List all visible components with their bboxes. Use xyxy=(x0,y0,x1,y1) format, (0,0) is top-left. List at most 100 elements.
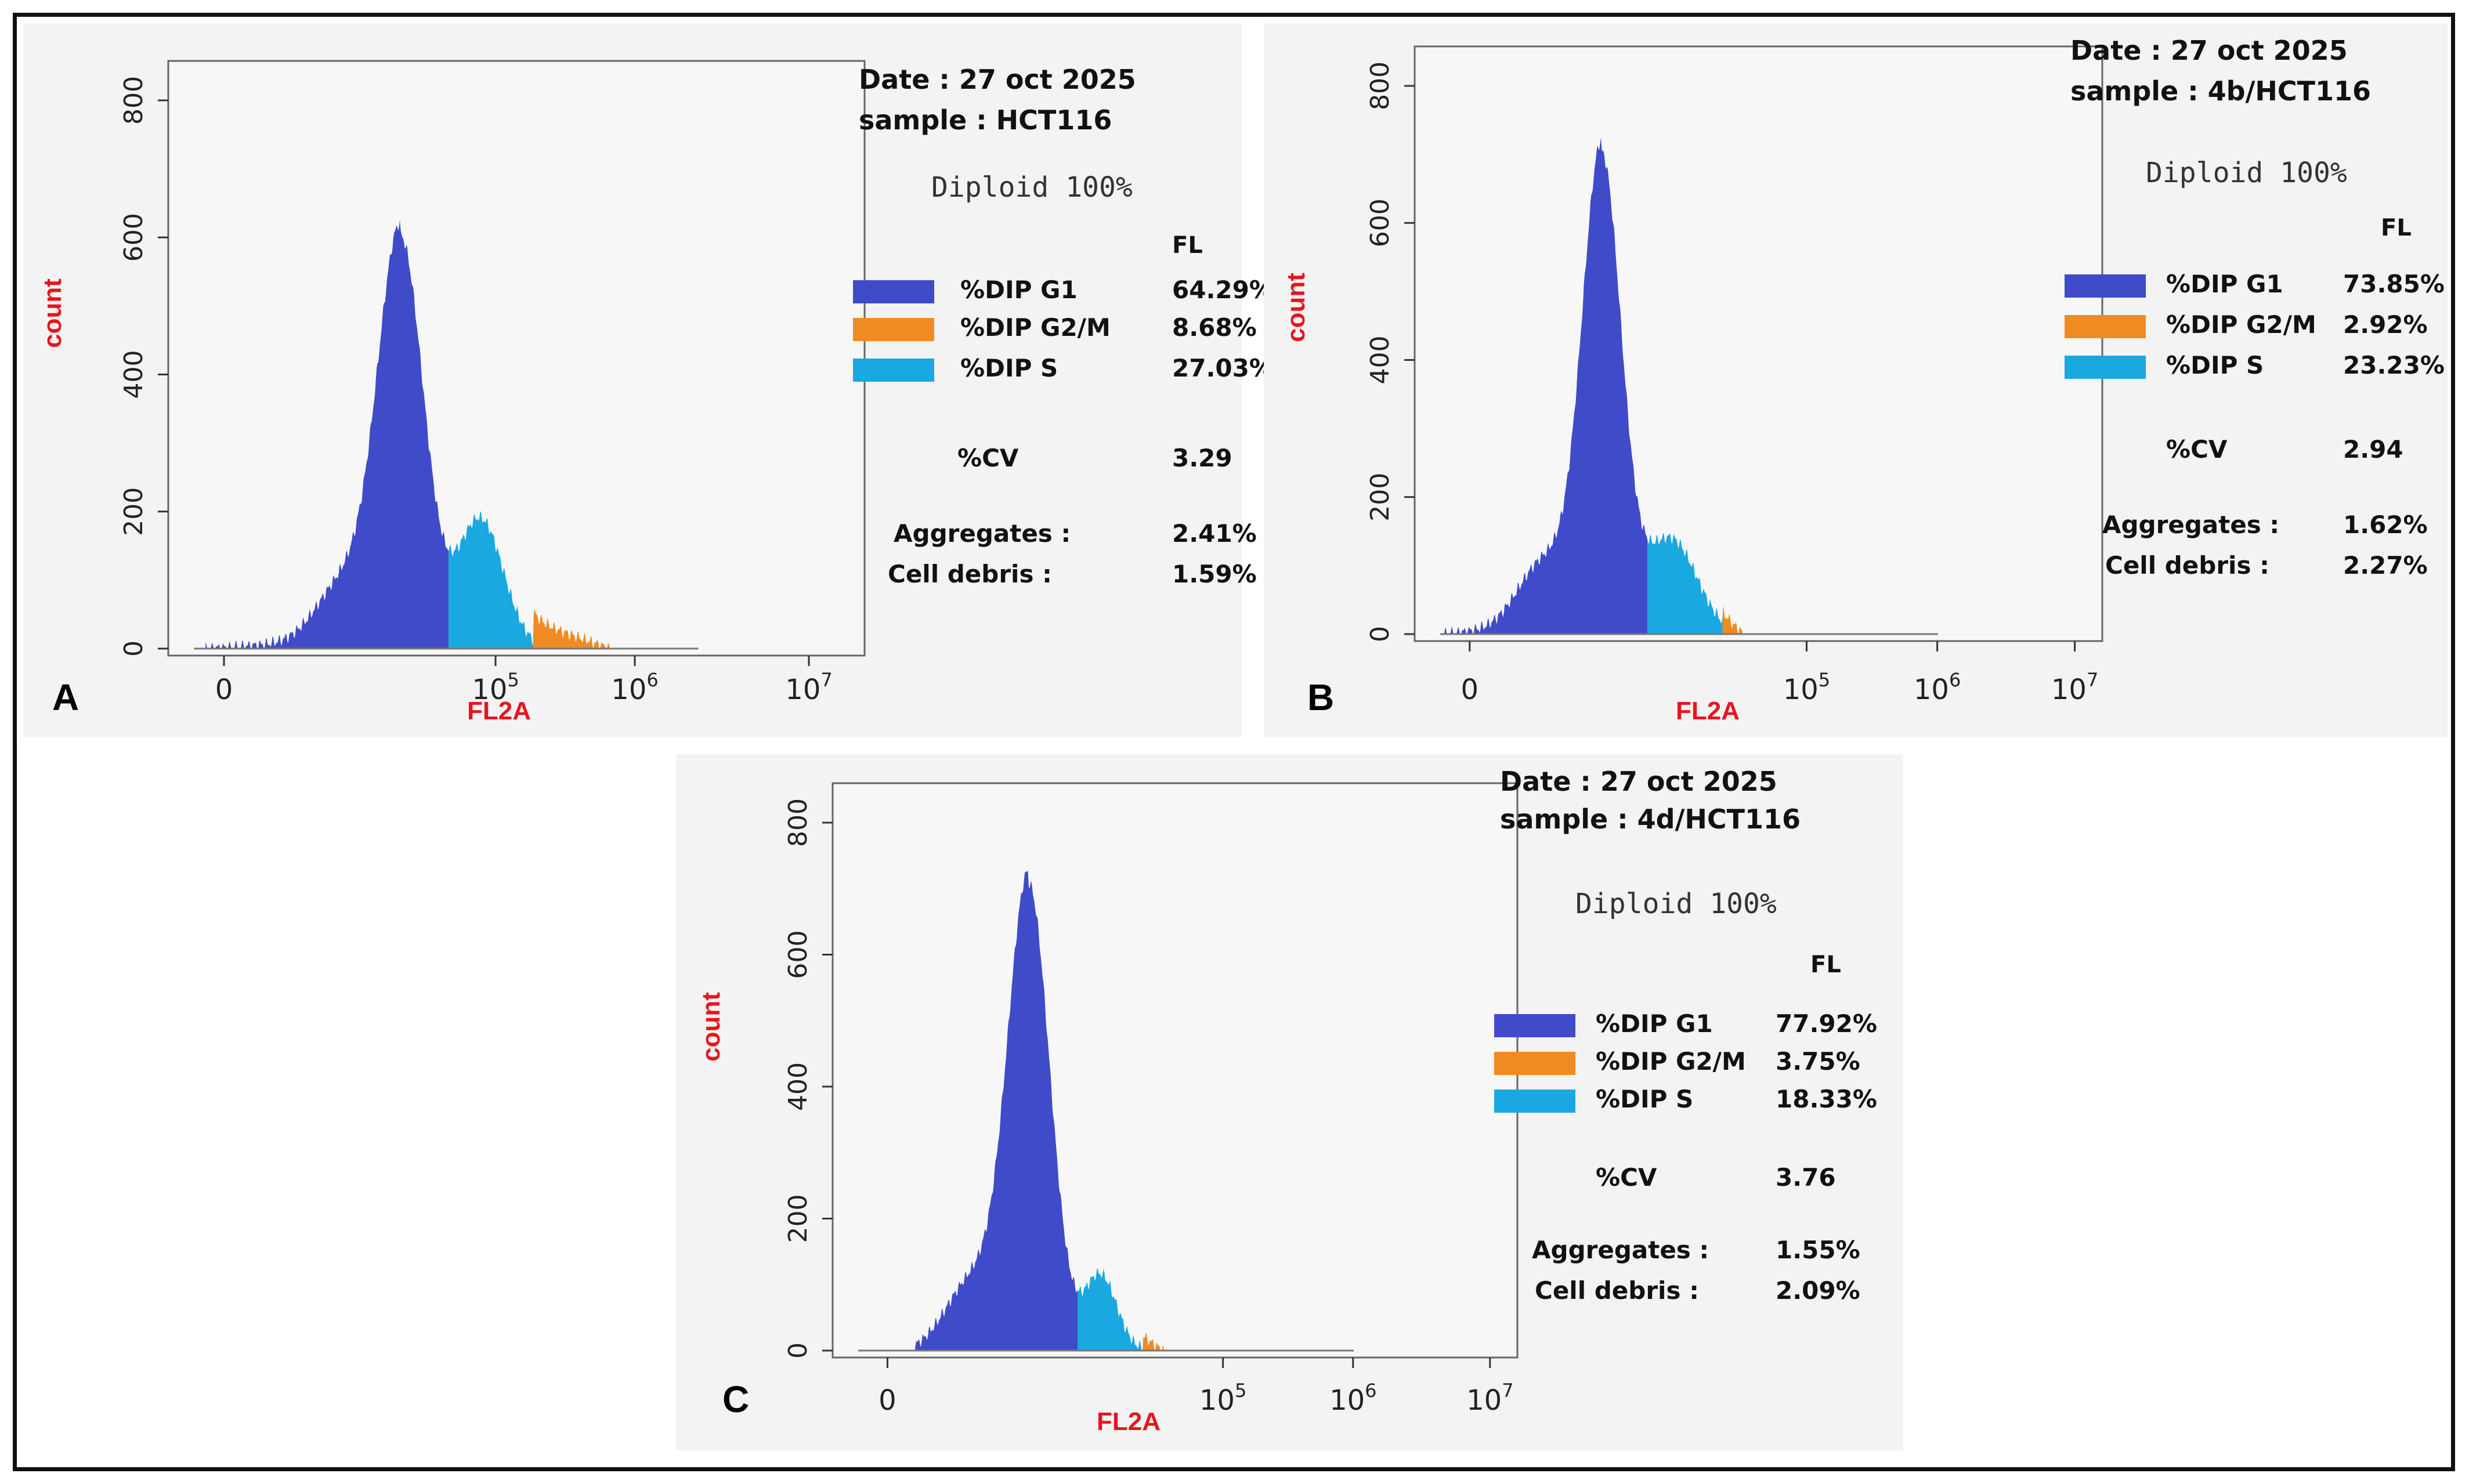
sample-text: sample : HCT116 xyxy=(859,104,1112,136)
legend-label-g2m: %DIP G2/M xyxy=(2166,310,2316,339)
cell-debris-value: 1.59% xyxy=(1172,560,1257,588)
panel-b: 0 200 400 600 800 count 0 105 106 107 FL2A Date : … xyxy=(1264,23,2448,737)
fl-header: FL xyxy=(1172,232,1203,259)
cv-value: 3.29 xyxy=(1172,444,1232,472)
date-text: Date : 27 oct 2025 xyxy=(2070,35,2348,66)
y-tick-label: 600 xyxy=(783,931,813,979)
legend-value-g2m: 3.75% xyxy=(1776,1047,1860,1076)
y-tick-label: 400 xyxy=(1365,336,1395,385)
plot-area xyxy=(832,782,1519,1359)
legend-value-g1: 73.85% xyxy=(2343,270,2445,298)
y-tick-label: 0 xyxy=(119,640,149,657)
cv-value: 2.94 xyxy=(2343,435,2403,464)
legend-value-s: 18.33% xyxy=(1776,1085,1877,1113)
figure-frame xyxy=(13,13,2455,1471)
legend-value-g2m: 2.92% xyxy=(2343,310,2428,339)
histogram-g1-region xyxy=(205,219,449,649)
x-tick-label: 105 xyxy=(472,669,519,706)
legend-label-g1: %DIP G1 xyxy=(960,276,1078,304)
legend-value-s: 23.23% xyxy=(2343,351,2445,379)
histogram-g1-region xyxy=(1440,137,1648,634)
x-axis-label: FL2A xyxy=(1097,1407,1161,1436)
x-axis-label: FL2A xyxy=(1676,697,1740,725)
x-tick-label: 0 xyxy=(215,674,233,706)
cell-debris-value: 2.09% xyxy=(1776,1276,1860,1305)
legend-swatch-s xyxy=(2065,356,2146,379)
histogram-g2m-region xyxy=(1722,605,1743,634)
histogram-g1-region xyxy=(915,871,1078,1351)
aggregates-value: 2.41% xyxy=(1172,519,1257,548)
histogram-a: 0 200 400 600 800 count 0 105 106 107 FL2A xyxy=(38,60,866,725)
y-axis-label: count xyxy=(38,278,67,348)
cv-label: %CV xyxy=(957,444,1019,472)
cell-debris-label: Cell debris : xyxy=(888,560,1052,588)
legend-label-g1: %DIP G1 xyxy=(2166,270,2283,298)
date-text: Date : 27 oct 2025 xyxy=(859,64,1136,95)
panel-c: 0 200 400 600 800 count 0 105 106 107 FL2A Date : … xyxy=(676,754,1903,1450)
aggregates-value: 1.62% xyxy=(2343,511,2428,539)
y-tick-label: 400 xyxy=(119,350,149,399)
x-axis-label: FL2A xyxy=(467,697,531,725)
legend-value-g1: 77.92% xyxy=(1776,1009,1877,1038)
y-tick-label: 800 xyxy=(783,798,813,847)
plot-area xyxy=(167,60,866,657)
histogram-g2m-region xyxy=(1143,1333,1164,1351)
x-tick-label: 105 xyxy=(1783,669,1830,706)
panel-label-b: B xyxy=(1307,676,1335,718)
y-tick-label: 800 xyxy=(1365,61,1395,110)
cv-label: %CV xyxy=(1596,1163,1657,1192)
histogram-s-region xyxy=(1078,1268,1143,1351)
aggregates-label: Aggregates : xyxy=(2102,511,2280,539)
legend-swatch-s xyxy=(1494,1090,1575,1113)
y-tick-label: 200 xyxy=(1365,473,1395,522)
legend-swatch-g2m xyxy=(1494,1052,1575,1075)
x-tick-label: 107 xyxy=(1466,1380,1513,1417)
cell-debris-label: Cell debris : xyxy=(1535,1276,1699,1305)
x-tick-label: 106 xyxy=(1329,1380,1376,1417)
diploid-text: Diploid 100% xyxy=(1575,888,1777,920)
y-tick-label: 200 xyxy=(783,1195,813,1243)
cell-debris-label: Cell debris : xyxy=(2105,551,2269,580)
fl-header: FL xyxy=(2381,215,2412,241)
sample-text: sample : 4b/HCT116 xyxy=(2070,75,2372,107)
x-tick-label: 0 xyxy=(879,1384,896,1417)
histogram-c: 0 200 400 600 800 count 0 105 106 107 FL2A xyxy=(697,782,1519,1436)
cell-debris-value: 2.27% xyxy=(2343,551,2428,580)
diploid-text: Diploid 100% xyxy=(2146,157,2347,189)
y-axis-label: count xyxy=(697,992,725,1062)
histogram-b: 0 200 400 600 800 count 0 105 106 107 FL2A xyxy=(1282,45,2103,725)
legend-swatch-g2m xyxy=(853,318,934,341)
legend-label-s: %DIP S xyxy=(2166,351,2264,379)
x-tick-label: 106 xyxy=(611,669,658,706)
y-tick-label: 400 xyxy=(783,1062,813,1111)
legend-label-g1: %DIP G1 xyxy=(1596,1009,1713,1038)
plot-area xyxy=(1414,45,2103,642)
y-tick-label: 0 xyxy=(783,1342,813,1359)
legend-swatch-g2m xyxy=(2065,315,2146,338)
x-tick-label: 105 xyxy=(1199,1380,1246,1417)
legend-label-s: %DIP S xyxy=(960,354,1058,382)
legend-value-g1: 64.29% xyxy=(1172,276,1274,304)
histogram-s-region xyxy=(1647,533,1723,634)
legend-value-s: 27.03% xyxy=(1172,354,1274,382)
y-tick-label: 600 xyxy=(119,213,149,262)
aggregates-value: 1.55% xyxy=(1776,1236,1860,1264)
panel-label-a: A xyxy=(52,676,79,718)
aggregates-label: Aggregates : xyxy=(1532,1236,1709,1264)
legend-value-g2m: 8.68% xyxy=(1172,313,1257,342)
aggregates-label: Aggregates : xyxy=(894,519,1071,548)
diploid-text: Diploid 100% xyxy=(931,171,1133,204)
cv-value: 3.76 xyxy=(1776,1163,1836,1192)
legend-swatch-g1 xyxy=(1494,1014,1575,1037)
date-text: Date : 27 oct 2025 xyxy=(1500,766,1777,797)
x-tick-label: 107 xyxy=(2051,669,2098,706)
legend-label-s: %DIP S xyxy=(1596,1085,1694,1113)
y-tick-label: 600 xyxy=(1365,198,1395,247)
y-tick-label: 200 xyxy=(119,487,149,536)
x-tick-label: 107 xyxy=(785,669,832,706)
fl-header: FL xyxy=(1810,951,1841,978)
y-tick-label: 800 xyxy=(119,76,149,125)
x-tick-label: 0 xyxy=(1461,674,1479,706)
legend-label-g2m: %DIP G2/M xyxy=(1596,1047,1746,1076)
panel-a: 0 200 400 600 800 count 0 105 106 107 FL2A Date : … xyxy=(23,23,1274,737)
